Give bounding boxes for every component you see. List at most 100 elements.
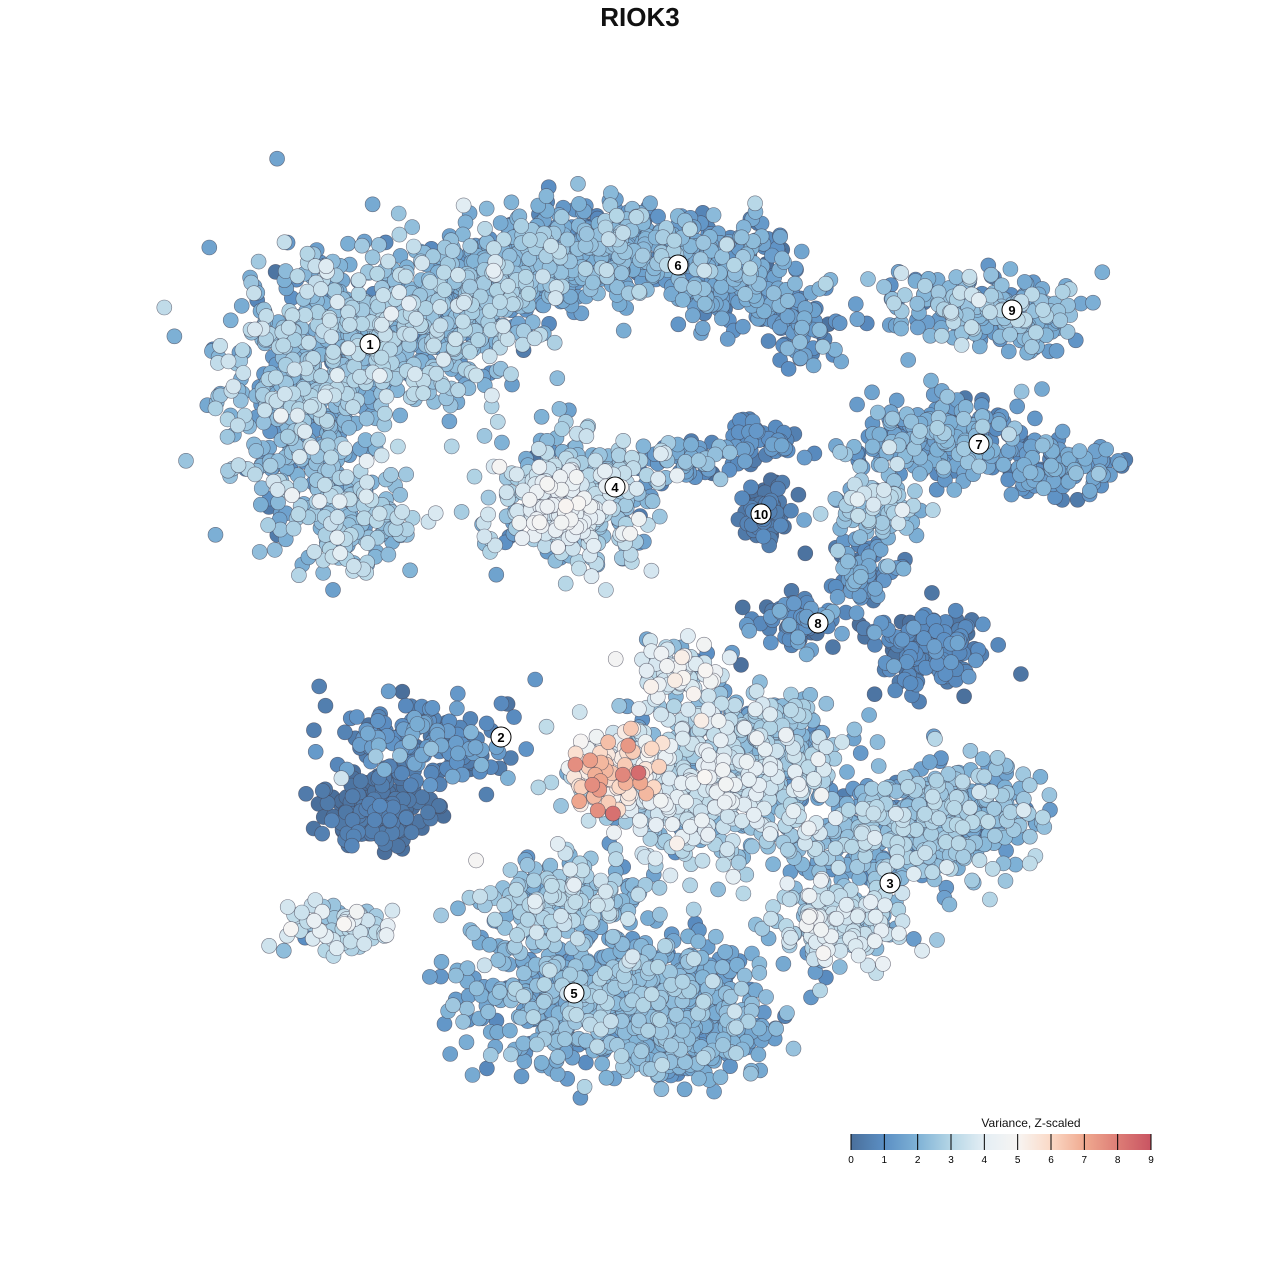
data-point [317,697,334,714]
data-point [481,936,498,953]
data-point [533,408,550,425]
data-point [849,311,866,328]
data-point [796,449,813,466]
data-point [902,675,919,692]
data-point [1009,398,1026,415]
data-point [909,319,926,336]
data-point [644,493,661,510]
data-point [1022,464,1039,481]
data-point [924,585,940,601]
data-point [714,959,731,976]
data-point [1082,482,1098,499]
data-point [997,873,1014,889]
data-point [895,560,912,577]
data-point [831,959,848,975]
data-point [909,295,926,312]
data-point [488,566,505,583]
data-point [831,315,848,332]
data-point [1035,480,1052,497]
data-point [459,1000,475,1017]
data-point [1027,410,1043,427]
data-point [392,407,409,424]
data-point [1043,457,1059,474]
data-point [926,638,943,655]
data-point [743,479,759,496]
data-point [870,758,887,774]
data-point [733,657,749,673]
data-point [674,1022,691,1039]
data-point [839,764,855,780]
data-point [385,799,401,816]
data-point [397,697,414,714]
data-point [476,428,493,444]
data-point [611,697,628,714]
data-point [956,688,972,705]
data-point [900,352,917,368]
data-point [519,857,536,873]
data-point [779,292,796,309]
data-point [736,967,753,984]
data-point [770,480,786,497]
data-point [690,933,707,950]
data-point [1054,423,1071,440]
data-point [248,443,265,459]
data-point [455,1013,471,1030]
data-point [949,635,966,651]
data-point [478,786,495,803]
data-point [768,1020,785,1037]
data-point [518,741,535,757]
data-point [946,482,963,498]
data-point [719,331,736,347]
data-point [584,274,601,291]
data-point [785,1040,802,1057]
data-point [450,900,466,917]
data-point [846,721,863,738]
data-point [233,298,250,314]
data-point [394,683,411,700]
data-point [670,316,687,333]
data-point [894,631,911,648]
data-point [758,989,774,1005]
data-point [527,671,544,688]
data-point [780,361,797,377]
data-point [402,777,419,794]
data-point [551,401,568,417]
data-point [741,622,758,639]
data-point [390,838,406,855]
data-point [450,745,466,762]
data-point [880,558,896,575]
data-point [674,292,691,308]
data-point [178,452,194,469]
data-point [403,824,420,841]
data-point [494,434,510,451]
data-point [955,411,972,427]
data-point [948,269,965,285]
data-point [348,709,365,725]
data-point [298,785,314,802]
data-point [676,1081,693,1098]
data-point [458,1034,475,1050]
data-point [478,715,495,732]
data-point [710,881,726,898]
data-point [340,235,356,252]
data-point [394,765,410,782]
data-point [492,215,509,231]
data-point [943,654,959,671]
data-point [772,229,789,245]
data-point [744,838,760,855]
data-point [506,709,522,725]
data-point [479,1060,495,1077]
data-point [1013,666,1029,682]
data-point [307,743,324,760]
data-point [921,754,938,770]
data-point [873,457,890,473]
data-point [468,980,485,997]
data-point [392,487,409,503]
data-point [358,410,375,427]
data-point [376,761,393,778]
data-point [751,965,768,981]
data-point [635,438,652,455]
data-point [502,1022,518,1039]
data-point [594,1055,611,1072]
